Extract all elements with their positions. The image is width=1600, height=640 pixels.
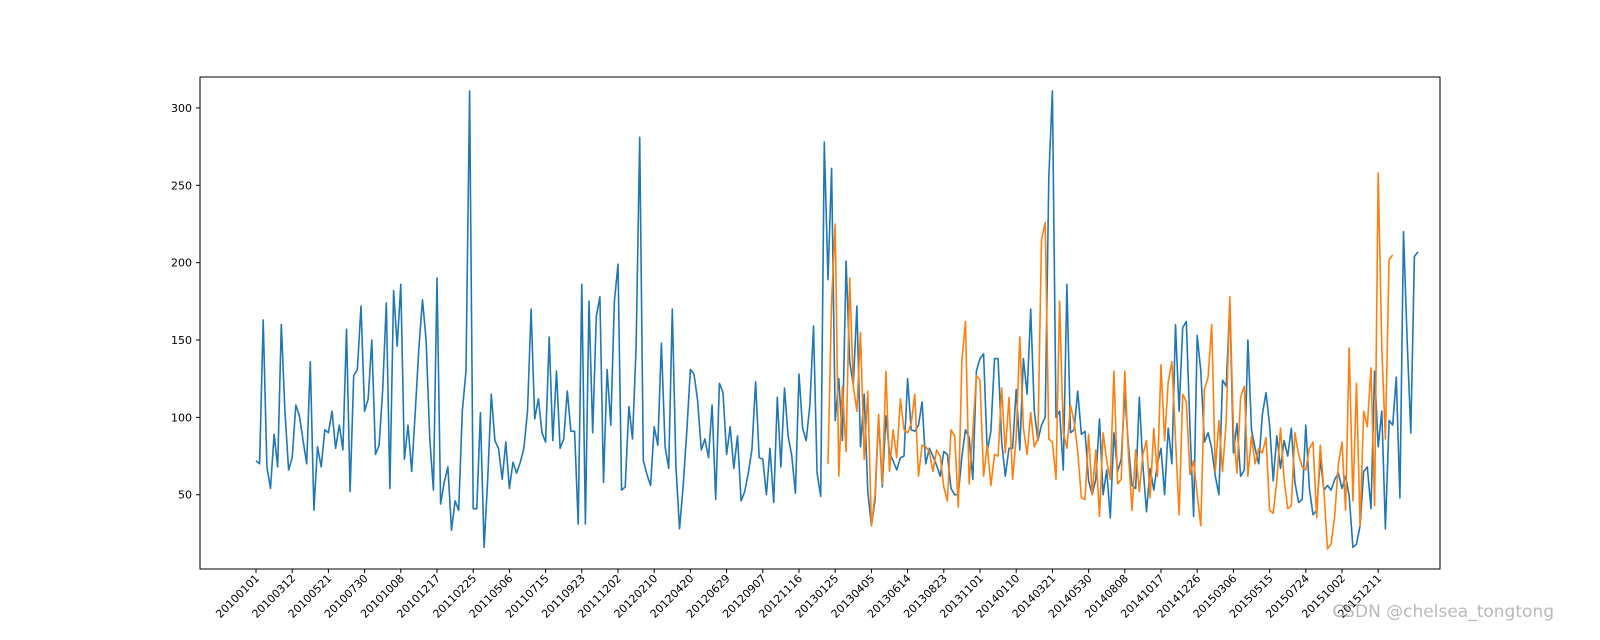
y-tick-label: 100 xyxy=(171,411,192,424)
y-axis: 50 100 150 200 250 300 xyxy=(171,102,200,502)
y-tick-label: 250 xyxy=(171,179,192,192)
y-tick-label: 300 xyxy=(171,102,192,115)
series-layer xyxy=(255,90,1419,550)
series-line-2 xyxy=(827,172,1394,550)
y-tick-label: 200 xyxy=(171,257,192,270)
watermark-text: CSDN @chelsea_tongtong xyxy=(1332,602,1554,622)
x-axis: 2010010120100312201005212010073020101008… xyxy=(213,569,1384,621)
plot-frame xyxy=(199,76,1441,570)
y-tick-label: 50 xyxy=(178,489,192,502)
y-tick-label: 150 xyxy=(171,334,192,347)
